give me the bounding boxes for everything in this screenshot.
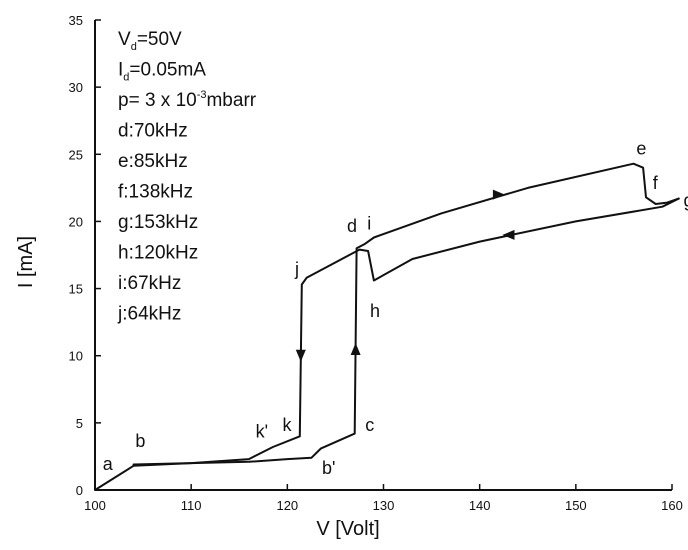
- direction-arrow-up: [350, 343, 361, 355]
- point-label: c: [365, 415, 374, 435]
- point-label: e: [636, 138, 646, 158]
- y-tick-label: 10: [69, 349, 83, 364]
- point-label: a: [103, 454, 114, 474]
- point-label: j: [294, 259, 299, 279]
- legend-entry: e:85kHz: [118, 151, 188, 172]
- y-tick-label: 35: [69, 13, 83, 28]
- series-line-2: [132, 197, 680, 466]
- point-labels: a b b' c k' k j di h ef g: [103, 138, 688, 478]
- legend: Vd=50V Id=0.05mA p= 3 x 10-3mbarr d:70kHz e:…: [117, 29, 257, 325]
- legend-entry: g:153kHz: [118, 212, 198, 233]
- arrows-layer: [295, 189, 515, 362]
- legend-entry: f:138kHz: [118, 182, 193, 203]
- x-tick-label: 120: [276, 498, 298, 513]
- legend-entry: j:64kHz: [117, 304, 181, 325]
- legend-entry: Vd=50V: [118, 29, 182, 53]
- y-tick-label: 15: [69, 282, 83, 297]
- legend-entry: p= 3 x 10-3mbarr: [118, 89, 257, 111]
- legend-entry: h:120kHz: [118, 243, 198, 264]
- point-label: f: [653, 173, 659, 193]
- point-label: b': [322, 458, 335, 478]
- direction-arrow-right: [492, 189, 505, 200]
- x-tick-label: 100: [84, 498, 106, 513]
- point-label: i: [367, 214, 371, 234]
- y-tick-label: 30: [69, 80, 83, 95]
- x-tick-label: 110: [181, 498, 202, 513]
- x-tick-label: 130: [373, 498, 395, 513]
- point-label: g: [684, 191, 688, 211]
- y-tick-label: 0: [76, 483, 83, 498]
- direction-arrow-left: [502, 229, 515, 240]
- x-tick-label: 140: [469, 498, 491, 513]
- y-axis-label: I [mA]: [15, 236, 37, 288]
- axes: 100 110 120 130 140 150 160 0 5 10 15 20 25 30 35: [69, 13, 683, 513]
- point-label: b: [135, 431, 145, 451]
- x-axis-label: V [Volt]: [316, 518, 379, 540]
- y-tick-label: 20: [69, 214, 83, 229]
- series-line-1: [94, 162, 680, 491]
- x-tick-label: 160: [661, 498, 683, 513]
- direction-arrow-down: [295, 349, 306, 362]
- legend-entry: d:70kHz: [118, 121, 188, 142]
- legend-entry: Id=0.05mA: [118, 60, 206, 84]
- point-label: h: [370, 301, 380, 321]
- point-label: d: [347, 216, 357, 236]
- y-tick-label: 5: [76, 416, 83, 431]
- y-tick-label: 25: [69, 147, 83, 162]
- point-label: k: [283, 415, 293, 435]
- legend-entry: i:67kHz: [118, 273, 181, 294]
- series-layer: [94, 162, 680, 491]
- x-tick-label: 150: [565, 498, 587, 513]
- point-label: k': [256, 422, 268, 442]
